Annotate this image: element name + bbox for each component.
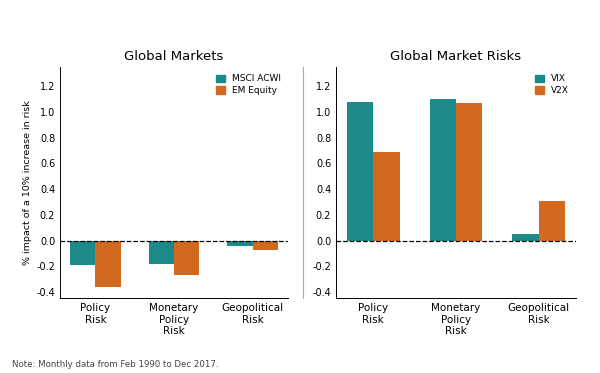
Bar bbox=[512, 233, 539, 241]
Bar bbox=[95, 241, 121, 287]
Bar bbox=[149, 241, 174, 264]
Text: Figure 2 - Impact of a 10% increase in policy-related uncertainty, monetary poli: Figure 2 - Impact of a 10% increase in p… bbox=[7, 15, 487, 29]
Bar bbox=[539, 201, 565, 241]
Text: Note: Monthly data from Feb 1990 to Dec 2017.: Note: Monthly data from Feb 1990 to Dec … bbox=[12, 360, 218, 369]
Legend: VIX, V2X: VIX, V2X bbox=[532, 72, 571, 98]
Bar bbox=[227, 241, 253, 246]
Bar bbox=[347, 102, 373, 241]
Bar bbox=[456, 103, 482, 241]
Legend: MSCI ACWI, EM Equity: MSCI ACWI, EM Equity bbox=[213, 72, 283, 98]
Bar bbox=[373, 152, 400, 241]
Bar bbox=[70, 241, 95, 265]
Title: Global Market Risks: Global Market Risks bbox=[391, 50, 521, 63]
Y-axis label: % impact of a 10% increase in risk: % impact of a 10% increase in risk bbox=[23, 100, 32, 265]
Bar bbox=[253, 241, 278, 250]
Title: Global Markets: Global Markets bbox=[124, 50, 224, 63]
Bar bbox=[430, 99, 456, 241]
Bar bbox=[174, 241, 199, 275]
